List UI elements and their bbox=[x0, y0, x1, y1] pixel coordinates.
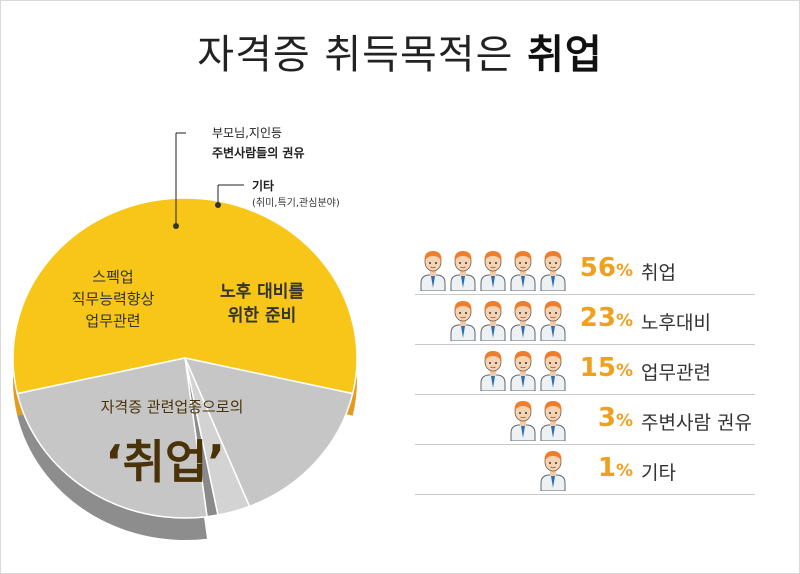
person-icon bbox=[539, 347, 567, 392]
person-icon bbox=[509, 347, 537, 392]
slice-big-label-employment: ‘취업’ bbox=[105, 435, 225, 489]
person-icons bbox=[477, 347, 567, 392]
chart-title: 자격증 취득목적은 취업 bbox=[0, 22, 800, 80]
slice-label-etc-line-1: (취미,특기,관심분야) bbox=[252, 197, 340, 209]
percent-sign: % bbox=[615, 361, 633, 381]
percent-number: 3 bbox=[597, 403, 616, 433]
percent-number: 56 bbox=[579, 253, 616, 283]
percent-label: 노후대비 bbox=[641, 312, 711, 334]
percent-row: 3% 주변사람 권유 bbox=[415, 395, 755, 445]
person-icon bbox=[539, 247, 567, 292]
percent-row: 1% 기타 bbox=[415, 445, 755, 495]
percent-label: 업무관련 bbox=[641, 362, 711, 384]
person-icon bbox=[539, 447, 567, 492]
person-icon bbox=[449, 247, 477, 292]
person-icon bbox=[539, 297, 567, 342]
percent-rows: 56% 취업 23% 노후대비 15% 업무관련 3% 주변사람 권유 1% 기타 bbox=[415, 245, 755, 495]
pie-slice-employment bbox=[12, 197, 358, 395]
percent-number: 1 bbox=[597, 453, 616, 483]
person-icon bbox=[479, 347, 507, 392]
person-icon bbox=[419, 247, 447, 292]
title-highlight: 취업 bbox=[527, 32, 603, 78]
slice-label-retirement-line-1: 위한 준비 bbox=[228, 306, 296, 326]
person-icon bbox=[539, 397, 567, 442]
slice-label-recommendation-line-1: 주변사람들의 권유 bbox=[212, 145, 305, 160]
pie-slice-spec bbox=[183, 356, 354, 508]
slice-label-employment-line-0: 자격증 관련업종으로의 bbox=[101, 398, 244, 416]
percent-number: 15 bbox=[579, 353, 616, 383]
person-icons bbox=[447, 297, 567, 342]
person-icon bbox=[509, 247, 537, 292]
person-icon bbox=[509, 297, 537, 342]
title-prefix: 자격증 취득목적은 bbox=[197, 32, 514, 78]
callout-dot-etc bbox=[215, 202, 221, 208]
percent-label: 기타 bbox=[641, 462, 676, 484]
person-icons bbox=[507, 397, 567, 442]
percent-value: 15% bbox=[575, 353, 633, 383]
percent-row: 15% 업무관련 bbox=[415, 345, 755, 395]
slice-label-spec-line-1: 직무능력향상 bbox=[72, 290, 155, 308]
percent-sign: % bbox=[615, 311, 633, 331]
pie-slice-retirement bbox=[16, 357, 208, 519]
person-icons bbox=[537, 447, 567, 492]
percent-value: 23% bbox=[575, 303, 633, 333]
slice-label-spec-line-2: 업무관련 bbox=[85, 312, 140, 330]
slice-label-etc-line-0: 기타 bbox=[252, 178, 274, 193]
person-icons bbox=[417, 247, 567, 292]
percent-value: 1% bbox=[575, 453, 633, 483]
percent-sign: % bbox=[615, 411, 633, 431]
person-icon bbox=[509, 397, 537, 442]
percent-label: 주변사람 권유 bbox=[641, 412, 752, 434]
percent-sign: % bbox=[615, 461, 633, 481]
percent-row: 23% 노후대비 bbox=[415, 295, 755, 345]
callout-dot-recommendation bbox=[173, 223, 179, 229]
slice-label-spec-line-0: 스펙업 bbox=[92, 268, 133, 286]
person-icon bbox=[449, 297, 477, 342]
percent-number: 23 bbox=[579, 303, 616, 333]
slice-label-retirement-line-0: 노후 대비를 bbox=[220, 281, 304, 302]
percent-value: 56% bbox=[575, 253, 633, 283]
percent-value: 3% bbox=[575, 403, 633, 433]
percent-sign: % bbox=[615, 261, 633, 281]
slice-label-recommendation-line-0: 부모님,지인등 bbox=[212, 126, 282, 140]
person-icon bbox=[479, 297, 507, 342]
percent-label: 취업 bbox=[641, 262, 676, 284]
person-icon bbox=[479, 247, 507, 292]
percent-row: 56% 취업 bbox=[415, 245, 755, 295]
